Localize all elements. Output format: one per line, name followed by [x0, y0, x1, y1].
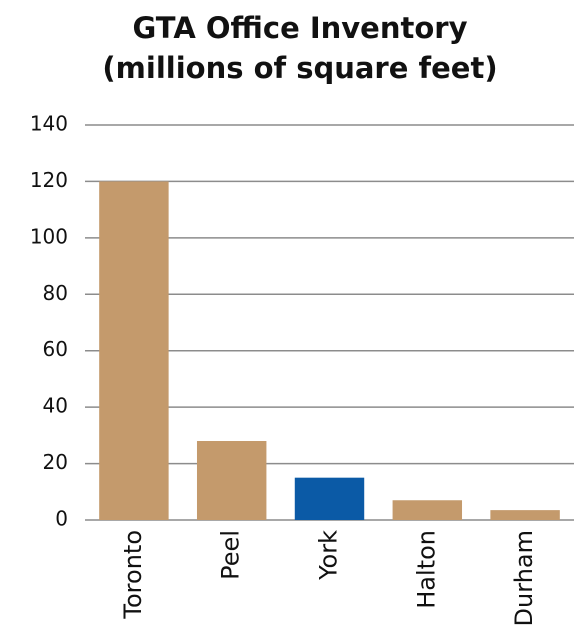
- bar: [196, 441, 267, 520]
- y-tick-label: 140: [30, 112, 68, 136]
- bar: [99, 181, 169, 520]
- y-tick-label: 120: [30, 168, 68, 192]
- y-tick-label: 80: [43, 281, 68, 305]
- y-tick-label: 60: [43, 337, 68, 361]
- y-tick-label: 40: [43, 394, 68, 418]
- y-tick-label: 20: [43, 450, 68, 474]
- x-tick-label: Peel: [217, 530, 245, 580]
- chart-title: (millions of square feet): [102, 51, 497, 85]
- chart-title: GTA Office Inventory: [133, 11, 468, 45]
- bar: [392, 500, 463, 520]
- x-tick-label: Durham: [510, 530, 538, 626]
- bar: [490, 510, 560, 520]
- x-tick-label: Halton: [412, 530, 440, 609]
- x-tick-label: York: [315, 530, 343, 581]
- y-tick-label: 100: [30, 224, 68, 248]
- bar: [294, 477, 365, 520]
- y-tick-label: 0: [55, 507, 68, 531]
- x-tick-label: Toronto: [119, 530, 147, 620]
